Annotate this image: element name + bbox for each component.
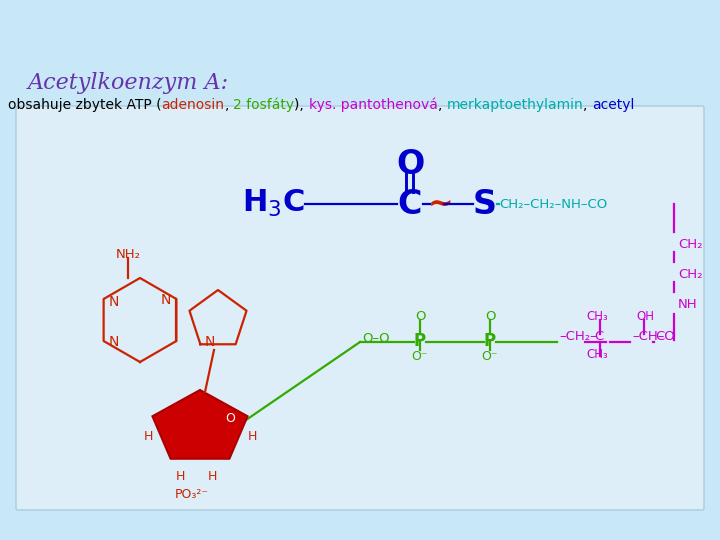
Text: CH₂: CH₂ <box>678 238 703 251</box>
Text: ,: , <box>438 98 446 112</box>
Text: C: C <box>397 188 422 221</box>
Text: ),: ), <box>294 98 309 112</box>
Text: CH₃: CH₃ <box>586 348 608 361</box>
Text: O: O <box>415 310 426 323</box>
Text: ~: ~ <box>428 190 454 219</box>
FancyBboxPatch shape <box>16 106 704 510</box>
Text: S: S <box>473 188 497 221</box>
Text: kys. pantothenová: kys. pantothenová <box>309 98 438 112</box>
Text: NH₂: NH₂ <box>115 248 140 261</box>
Text: P: P <box>484 332 496 350</box>
Text: N: N <box>109 295 120 309</box>
Text: O–O: O–O <box>362 332 390 345</box>
Text: N: N <box>161 293 171 307</box>
Text: ,: , <box>583 98 592 112</box>
Text: N: N <box>109 335 120 349</box>
Text: 2 fosfáty: 2 fosfáty <box>233 98 294 112</box>
Text: merkaptoethylamin: merkaptoethylamin <box>446 98 583 112</box>
Text: O: O <box>396 148 424 181</box>
Text: H$_3$C: H$_3$C <box>243 188 305 219</box>
Text: P: P <box>414 332 426 350</box>
Text: CO: CO <box>655 330 675 343</box>
Text: CH₂: CH₂ <box>678 268 703 281</box>
Text: obsahuje zbytek ATP (: obsahuje zbytek ATP ( <box>8 98 161 112</box>
Polygon shape <box>153 390 248 459</box>
Text: N: N <box>204 335 215 349</box>
Text: O⁻: O⁻ <box>412 350 428 363</box>
Text: H: H <box>143 429 153 442</box>
Text: O⁻: O⁻ <box>482 350 498 363</box>
Text: –CH₂–: –CH₂– <box>559 330 597 343</box>
Text: CH₃: CH₃ <box>586 310 608 323</box>
Text: H: H <box>207 469 217 483</box>
Text: Acetylkoenzym A:: Acetylkoenzym A: <box>28 72 229 94</box>
Text: CH₂–CH₂–NH–CO: CH₂–CH₂–NH–CO <box>499 198 607 211</box>
Text: O: O <box>225 411 235 424</box>
Text: ,: , <box>225 98 233 112</box>
Text: PO₃²⁻: PO₃²⁻ <box>175 488 209 501</box>
Text: O: O <box>485 310 495 323</box>
Text: –CH–: –CH– <box>632 330 665 343</box>
Text: H: H <box>247 429 257 442</box>
Text: C: C <box>594 330 603 343</box>
Text: adenosin: adenosin <box>161 98 225 112</box>
Text: acetyl: acetyl <box>592 98 634 112</box>
Text: NH: NH <box>678 298 698 311</box>
Text: OH: OH <box>636 310 654 323</box>
Text: H: H <box>175 469 185 483</box>
